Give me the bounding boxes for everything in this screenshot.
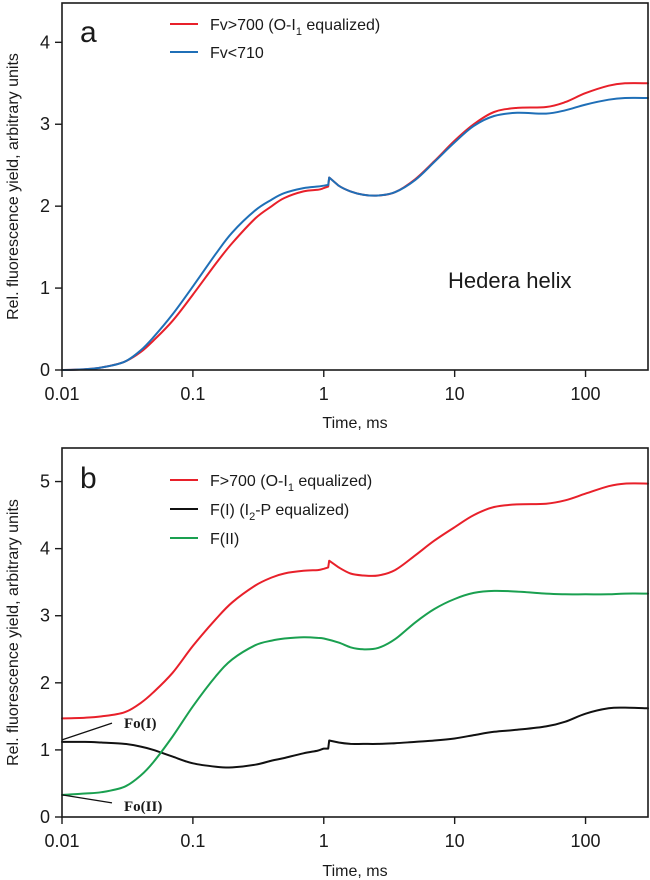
y-axis-title: Rel. fluorescence yield, arbitrary units bbox=[5, 53, 22, 320]
y-tick-label: 0 bbox=[40, 360, 50, 380]
y-tick-label: 3 bbox=[40, 606, 50, 626]
x-tick-label: 1 bbox=[319, 831, 329, 851]
annotation-label: Fo(II) bbox=[124, 799, 162, 815]
x-tick-label: 0.1 bbox=[180, 384, 205, 404]
y-tick-label: 0 bbox=[40, 807, 50, 827]
plot-frame bbox=[61, 2, 649, 371]
y-tick-label: 1 bbox=[40, 740, 50, 760]
legend-label: Fv>700 (O-I1 equalized) bbox=[210, 17, 380, 38]
series-line-2 bbox=[61, 96, 649, 371]
y-tick-label: 1 bbox=[40, 278, 50, 298]
annotation-pointer bbox=[61, 722, 113, 741]
series-line-1 bbox=[61, 482, 649, 720]
legend-label: F(II) bbox=[210, 531, 239, 548]
annotation-pointer bbox=[61, 794, 113, 804]
x-tick-label: 1 bbox=[319, 384, 329, 404]
y-axis-title: Rel. fluorescence yield, arbitrary units bbox=[5, 499, 22, 766]
legend-label: F>700 (O-I1 equalized) bbox=[210, 473, 372, 494]
panel-label: a bbox=[80, 16, 97, 49]
series-line-3 bbox=[61, 589, 649, 796]
legend: F>700 (O-I1 equalized) F(I) (I2-P equaliz… bbox=[170, 473, 372, 548]
y-tick-label: 4 bbox=[40, 539, 50, 559]
x-tick-label: 0.1 bbox=[180, 831, 205, 851]
x-tick-label: 10 bbox=[445, 831, 465, 851]
y-tick-label: 5 bbox=[40, 472, 50, 492]
plot-frame bbox=[61, 447, 649, 818]
y-tick-label: 4 bbox=[40, 32, 50, 52]
x-tick-label: 0.01 bbox=[44, 384, 79, 404]
series-line-2 bbox=[61, 706, 649, 769]
legend-label: Fv<710 bbox=[210, 45, 264, 62]
panel-a: 0.01 0.1 1 10 100 0 1 2 3 4 Time, ms Rel. fluoresce… bbox=[5, 2, 649, 432]
species-annotation: Hedera helix bbox=[448, 268, 572, 293]
x-axis-title: Time, ms bbox=[322, 863, 387, 880]
series-line-1 bbox=[61, 82, 649, 371]
y-tick-label: 2 bbox=[40, 196, 50, 216]
y-tick-label: 3 bbox=[40, 114, 50, 134]
x-tick-label: 100 bbox=[571, 831, 601, 851]
x-tick-label: 0.01 bbox=[44, 831, 79, 851]
annotation-label: Fo(I) bbox=[124, 716, 157, 732]
panel-b: 0.01 0.1 1 10 100 0 1 2 3 4 5 Time, ms Rel. fluoresc… bbox=[5, 447, 649, 880]
y-tick-label: 2 bbox=[40, 673, 50, 693]
legend-label: F(I) (I2-P equalized) bbox=[210, 502, 349, 523]
x-axis-title: Time, ms bbox=[322, 415, 387, 432]
x-tick-label: 10 bbox=[445, 384, 465, 404]
panel-label: b bbox=[80, 462, 97, 495]
x-tick-label: 100 bbox=[571, 384, 601, 404]
legend: Fv>700 (O-I1 equalized) Fv<710 bbox=[170, 17, 380, 62]
